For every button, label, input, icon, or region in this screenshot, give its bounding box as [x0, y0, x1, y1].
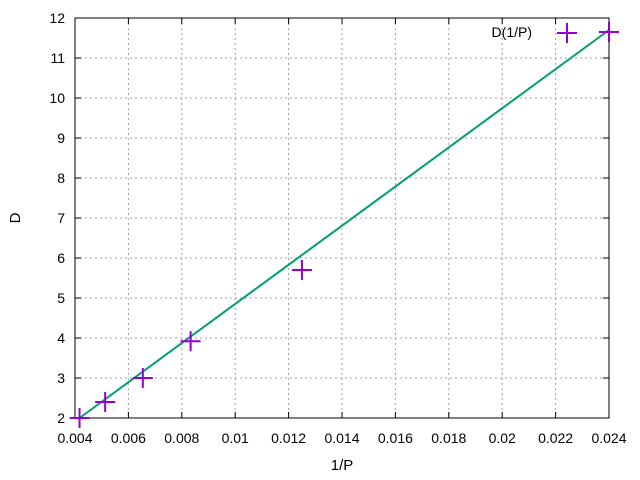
- x-tick-label: 0.012: [271, 430, 306, 446]
- y-tick-label: 11: [50, 50, 65, 66]
- y-tick-label: 5: [57, 290, 65, 306]
- legend-label: D(1/P): [492, 24, 532, 40]
- x-tick-labels: 0.004 0.006 0.008 0.01 0.012 0.014 0.016 0.018 0…: [57, 430, 626, 446]
- legend-marker: [557, 23, 577, 43]
- y-tick-label: 4: [57, 330, 65, 346]
- y-tick-label: 10: [49, 90, 65, 106]
- y-tick-label: 12: [49, 10, 65, 26]
- y-tick-label: 7: [57, 210, 65, 226]
- y-tick-label: 8: [57, 170, 65, 186]
- y-tick-label: 9: [57, 130, 65, 146]
- x-tick-label: 0.008: [164, 430, 199, 446]
- x-tick-label: 0.024: [591, 430, 626, 446]
- x-tick-label: 0.016: [378, 430, 413, 446]
- data-point-marker: [291, 260, 312, 280]
- x-tick-label: 0.014: [324, 430, 359, 446]
- y-tick-label: 3: [57, 370, 65, 386]
- grid-lines: [75, 18, 609, 418]
- y-tick-label: 6: [57, 250, 65, 266]
- fit-line-group: [78, 29, 610, 419]
- fit-line: [78, 29, 610, 419]
- x-tick-label: 0.006: [111, 430, 146, 446]
- y-tick-label: 2: [57, 410, 65, 426]
- x-tick-label: 0.018: [431, 430, 466, 446]
- legend-plus-marker: [557, 23, 577, 43]
- x-tick-label: 0.01: [222, 430, 249, 446]
- data-point-marker: [132, 368, 153, 388]
- x-tick-label: 0.022: [538, 430, 573, 446]
- y-axis-label: D: [7, 212, 24, 223]
- data-point-marker: [599, 22, 619, 42]
- y-tick-labels: 2 3 4 5 6 7 8 9 10 11 12: [49, 10, 65, 426]
- x-axis-label: 1/P: [331, 457, 354, 474]
- legend: D(1/P): [492, 23, 577, 43]
- x-tick-label: 0.02: [489, 430, 516, 446]
- data-points: [69, 22, 619, 428]
- data-point-marker: [95, 392, 116, 412]
- data-point-marker: [180, 331, 201, 352]
- data-point-marker: [69, 408, 90, 428]
- x-tick-label: 0.004: [57, 430, 92, 446]
